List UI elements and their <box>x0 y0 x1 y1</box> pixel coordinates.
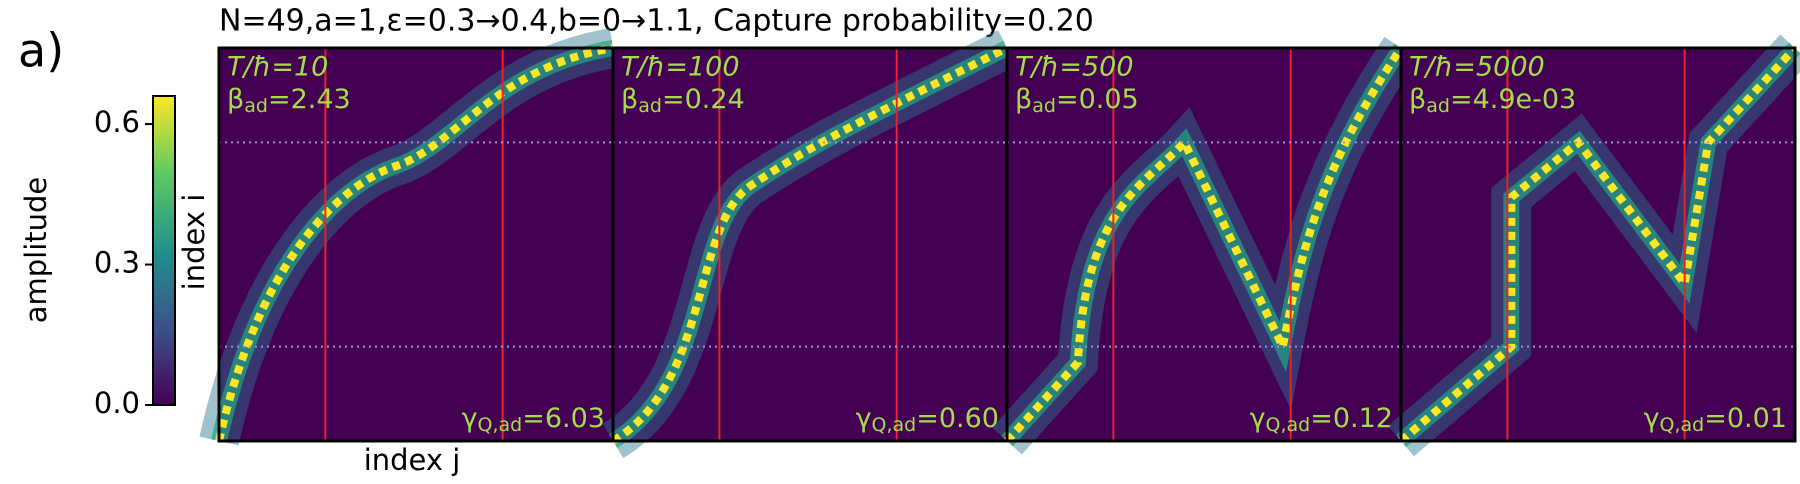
gamma-label: γQ,ad=0.12 <box>1250 403 1393 436</box>
time-label: T/ħ=500 <box>1015 52 1134 83</box>
colorbar-tick-label: 0.3 <box>94 246 140 280</box>
time-label: T/ħ=5000 <box>1409 52 1545 83</box>
label-part: ad <box>244 95 268 117</box>
colorbar-tick-label: 0.0 <box>94 386 140 420</box>
label-part: Q,ad <box>1660 414 1705 436</box>
label-part: γ <box>1250 403 1266 434</box>
label-part: β <box>1015 84 1032 115</box>
gamma-label: γQ,ad=6.03 <box>462 403 605 436</box>
label-part: =0.01 <box>1704 403 1787 434</box>
time-label: T/ħ=10 <box>227 52 328 83</box>
beta-label: βad=0.24 <box>621 84 745 117</box>
label-part: γ <box>856 403 872 434</box>
beta-label: βad=4.9e-03 <box>1409 84 1576 117</box>
label-part: β <box>621 84 638 115</box>
time-label: T/ħ=100 <box>621 52 740 83</box>
label-part: Q,ad <box>478 414 523 436</box>
label-part: =2.43 <box>268 84 351 115</box>
label-part: =0.60 <box>916 403 999 434</box>
amplitude-peak <box>1004 45 1405 444</box>
label-part: ad <box>638 95 662 117</box>
panel-label: a) <box>18 24 64 78</box>
label-part: =0.24 <box>662 84 745 115</box>
beta-label: βad=2.43 <box>227 84 351 117</box>
label-part: Q,ad <box>872 414 917 436</box>
amplitude-peak <box>610 44 1009 445</box>
label-part: =6.03 <box>522 403 605 434</box>
y-label: index i <box>177 194 211 291</box>
figure-title: N=49,a=1,ε=0.3→0.4,b=0→1.1, Capture prob… <box>219 4 1094 39</box>
label-part: =0.12 <box>1310 403 1393 434</box>
label-part: =4.9e-03 <box>1450 84 1576 115</box>
label-part: γ <box>462 403 478 434</box>
label-part: β <box>227 84 244 115</box>
amplitude-peak <box>215 44 614 442</box>
colorbar-tick-label: 0.6 <box>94 105 140 139</box>
panels: T/ħ=10βad=2.43γQ,ad=6.03T/ħ=100βad=0.24γ… <box>199 28 1800 459</box>
label-part: β <box>1409 84 1426 115</box>
label-part: ad <box>1426 95 1450 117</box>
label-part: =0.05 <box>1056 84 1139 115</box>
x-label: index j <box>364 443 461 477</box>
label-part: γ <box>1644 403 1660 434</box>
colorbar-label: amplitude <box>19 177 53 324</box>
gamma-label: γQ,ad=0.60 <box>856 403 999 436</box>
colorbar <box>152 95 176 406</box>
panel-frame <box>1399 46 1797 443</box>
gamma-label: γQ,ad=0.01 <box>1644 403 1787 436</box>
label-part: Q,ad <box>1266 414 1311 436</box>
beta-label: βad=0.05 <box>1015 84 1139 117</box>
label-part: ad <box>1032 95 1056 117</box>
heatmap-background <box>219 48 613 441</box>
